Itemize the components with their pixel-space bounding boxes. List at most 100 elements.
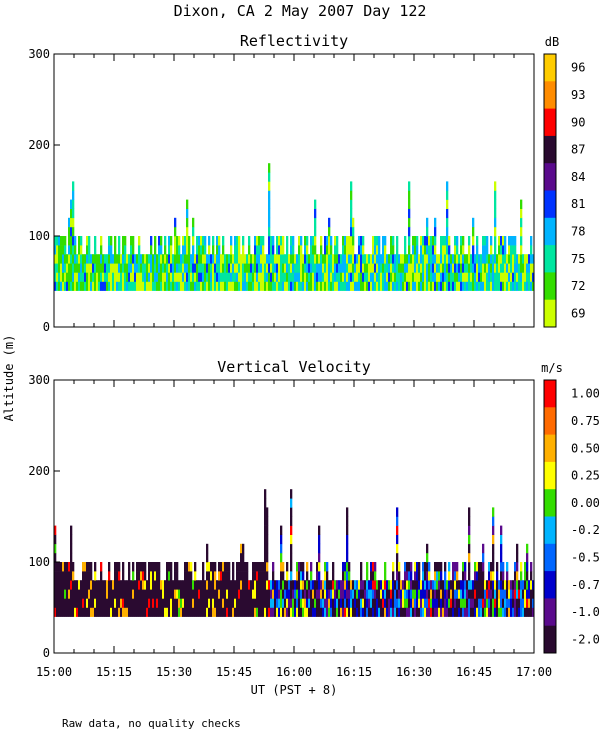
reflectivity-data-cell (304, 281, 307, 291)
velocity-data-cell (408, 598, 411, 608)
x-tick-label: 16:00 (276, 665, 312, 679)
reflectivity-data-cell (512, 245, 515, 255)
velocity-data-cell (438, 580, 441, 590)
velocity-data-cell (504, 580, 507, 590)
reflectivity-data-cell (466, 263, 469, 273)
velocity-data-cell (174, 607, 177, 617)
reflectivity-data-cell (508, 254, 511, 264)
reflectivity-data-cell (70, 236, 73, 246)
reflectivity-data-cell (182, 263, 185, 273)
velocity-data-cell (314, 589, 317, 599)
reflectivity-colorbar-label: 96 (571, 61, 585, 75)
velocity-data-cell (170, 607, 173, 617)
velocity-data-cell (324, 580, 327, 590)
reflectivity-data-cell (472, 281, 475, 291)
reflectivity-data-cell (324, 236, 327, 246)
velocity-data-cell (262, 598, 265, 608)
velocity-data-cell (120, 607, 123, 617)
reflectivity-data-cell (460, 272, 463, 282)
reflectivity-data-cell (254, 272, 257, 282)
reflectivity-data-cell (192, 245, 195, 255)
velocity-data-cell (250, 580, 253, 590)
velocity-data-cell (456, 562, 459, 572)
velocity-data-cell (200, 580, 203, 590)
velocity-data-cell (308, 580, 311, 590)
reflectivity-data-cell (166, 263, 169, 273)
velocity-data-cell (238, 571, 241, 581)
reflectivity-data-cell (148, 281, 151, 291)
reflectivity-data-cell (330, 245, 333, 255)
velocity-data-cell (266, 552, 269, 563)
reflectivity-data-cell (456, 254, 459, 264)
reflectivity-data-cell (64, 263, 67, 273)
reflectivity-data-cell (184, 272, 187, 282)
reflectivity-data-cell (310, 281, 313, 291)
velocity-data-cell (418, 589, 421, 599)
reflectivity-data-cell (392, 272, 395, 282)
reflectivity-data-cell (532, 263, 535, 273)
velocity-data-cell (294, 580, 297, 590)
velocity-data-cell (276, 589, 279, 599)
reflectivity-data-cell (430, 272, 433, 282)
velocity-data-cell (234, 607, 237, 617)
velocity-data-cell (106, 598, 109, 608)
reflectivity-data-cell (518, 272, 521, 282)
reflectivity-data-cell (302, 272, 305, 282)
reflectivity-data-cell (142, 263, 145, 273)
reflectivity-data-cell (354, 281, 357, 291)
reflectivity-data-cell (82, 272, 85, 282)
reflectivity-data-cell (530, 281, 533, 291)
reflectivity-data-cell (144, 263, 147, 273)
velocity-data-cell (228, 562, 231, 572)
velocity-data-cell (454, 589, 457, 599)
velocity-data-cell (164, 598, 167, 608)
reflectivity-data-cell (304, 254, 307, 264)
velocity-data-cell (512, 607, 515, 617)
reflectivity-data-cell (268, 254, 271, 264)
velocity-data-cell (296, 580, 299, 590)
velocity-data-cell (526, 598, 529, 608)
velocity-data-cell (178, 607, 181, 617)
velocity-data-cell (196, 580, 199, 590)
reflectivity-data-cell (208, 245, 211, 255)
velocity-data-cell (524, 580, 527, 590)
velocity-data-cell (312, 580, 315, 590)
velocity-data-cell (474, 562, 477, 572)
velocity-data-cell (338, 580, 341, 590)
velocity-data-cell (146, 580, 149, 590)
velocity-data-cell (386, 580, 389, 590)
velocity-data-cell (66, 598, 69, 608)
reflectivity-data-cell (294, 263, 297, 273)
reflectivity-data-cell (268, 190, 271, 200)
velocity-data-cell (146, 598, 149, 608)
reflectivity-data-cell (86, 281, 89, 291)
reflectivity-data-cell (524, 263, 527, 273)
velocity-data-cell (492, 507, 495, 517)
reflectivity-data-cell (72, 190, 75, 200)
reflectivity-data-cell (170, 263, 173, 273)
velocity-colorbar-label: 1.00 (571, 387, 600, 401)
velocity-data-cell (426, 580, 429, 590)
reflectivity-data-cell (160, 263, 163, 273)
reflectivity-data-cell (376, 272, 379, 282)
reflectivity-data-cell (230, 263, 233, 273)
reflectivity-data-cell (442, 272, 445, 282)
reflectivity-data-cell (476, 263, 479, 273)
velocity-data-cell (428, 598, 431, 608)
reflectivity-data-cell (264, 272, 267, 282)
velocity-data-cell (376, 607, 379, 617)
reflectivity-data-cell (484, 281, 487, 291)
reflectivity-data-cell (260, 281, 263, 291)
reflectivity-data-cell (270, 245, 273, 255)
velocity-data-cell (308, 589, 311, 599)
reflectivity-data-cell (400, 281, 403, 291)
reflectivity-data-cell (140, 272, 143, 282)
velocity-data-cell (264, 498, 267, 508)
reflectivity-data-cell (306, 281, 309, 291)
velocity-data-cell (220, 562, 223, 572)
reflectivity-data-cell (254, 245, 257, 255)
reflectivity-data-cell (252, 263, 255, 273)
velocity-data-cell (306, 562, 309, 572)
